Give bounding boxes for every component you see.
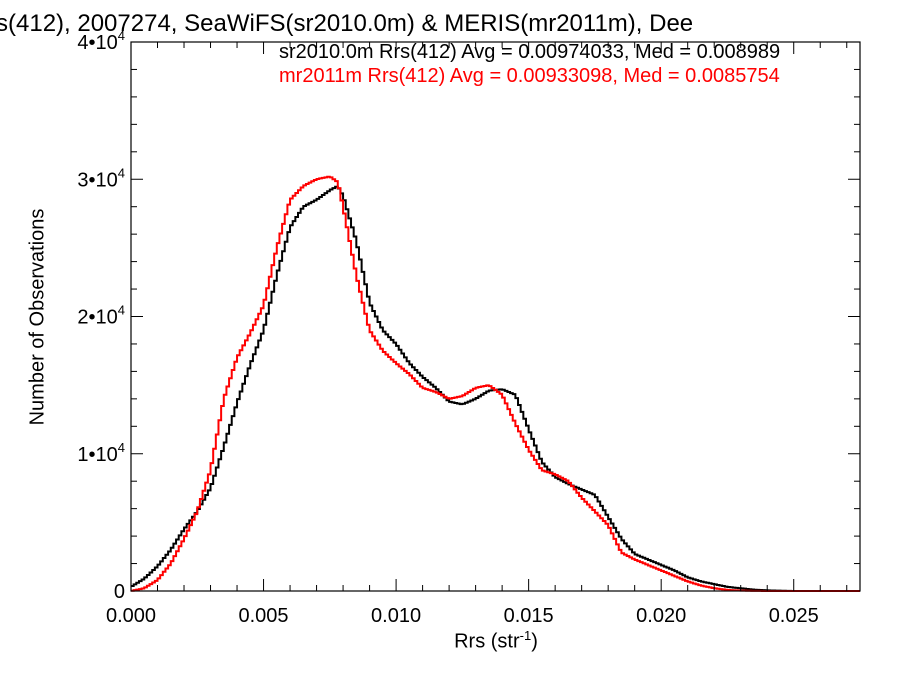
x-tick-label: 0.010 [371, 605, 421, 627]
legend-entry-mr2011: mr2011m Rrs(412) Avg = 0.00933098, Med =… [279, 65, 780, 87]
x-tick-label: 0.015 [504, 605, 554, 627]
x-tick-label: 0.020 [636, 605, 686, 627]
legend-entry-sr2010: sr2010.0m Rrs(412) Avg = 0.00974033, Med… [279, 41, 781, 63]
y-tick-label: 4•104 [77, 28, 125, 54]
series-line-sr2010-0m [131, 185, 860, 592]
plot-frame [130, 41, 861, 592]
y-tick-label: 3•104 [77, 165, 125, 191]
x-axis-label-prefix: Rrs (str [454, 630, 520, 653]
chart-title: s(412), 2007274, SeaWiFS(sr2010.0m) & ME… [0, 10, 694, 37]
x-axis-label-exponent: -1 [519, 628, 532, 643]
y-tick-label: 0 [114, 581, 125, 603]
x-tick-label: 0.005 [239, 605, 289, 627]
y-tick-label: 1•104 [77, 440, 125, 466]
x-tick-label: 0.000 [106, 605, 156, 627]
x-tick-label: 0.025 [769, 605, 819, 627]
x-axis-label: Rrs (str-1) [454, 628, 538, 654]
series-layer [131, 175, 860, 592]
y-tick-label: 2•104 [77, 303, 125, 329]
x-axis-label-suffix: ) [531, 630, 538, 653]
ticks-layer: 0.000 0.005 0.010 0.015 0.020 0.025 0 1•104 2•10… [77, 28, 860, 627]
series-line-mr2011m [131, 175, 860, 592]
y-axis-label: Number of Observations [26, 208, 49, 426]
